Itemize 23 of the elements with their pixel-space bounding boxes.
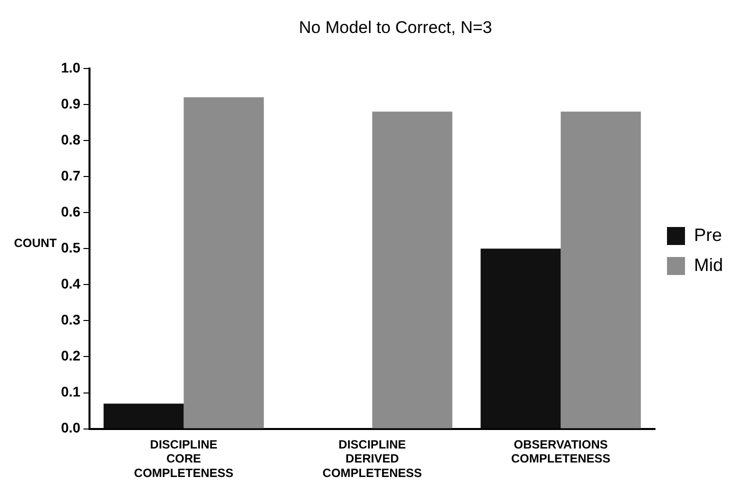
bar (480, 248, 561, 428)
y-tick-label: 0.9 (60, 95, 81, 112)
y-tick-label: 0.3 (60, 312, 81, 328)
y-tick-label: 0.6 (60, 203, 81, 220)
legend-label: Mid (694, 254, 724, 275)
y-axis-title: COUNT (14, 236, 57, 250)
x-tick-label: DISCIPLINE CORE COMPLETENESS (134, 437, 234, 480)
x-tick-label: OBSERVATIONS COMPLETENESS (511, 437, 610, 466)
chart-title: No Model to Correct, N=3 (298, 18, 492, 37)
y-tick-label: 0.0 (60, 420, 81, 436)
y-tick-label: 0.4 (60, 276, 81, 292)
y-tick-label: 0.5 (60, 239, 81, 256)
legend-label: Pre (694, 224, 722, 245)
y-tick-label: 0.1 (60, 384, 81, 400)
y-tick-label: 1.0 (60, 59, 81, 76)
y-tick-label: 0.2 (60, 348, 81, 364)
bar (104, 404, 184, 428)
x-tick-label: DISCIPLINE DERIVED COMPLETENESS (322, 437, 422, 480)
bar (560, 112, 641, 428)
y-tick-label: 0.8 (60, 131, 81, 148)
y-tick-label: 0.7 (60, 167, 81, 184)
bar (372, 112, 452, 428)
bar (184, 97, 264, 428)
